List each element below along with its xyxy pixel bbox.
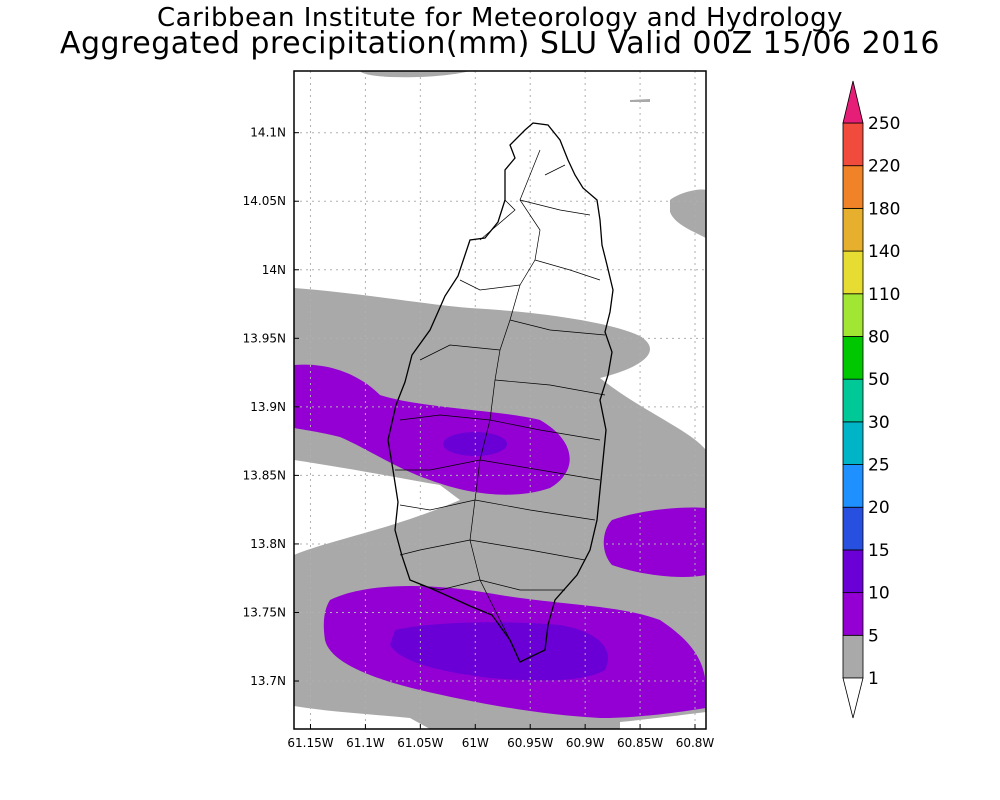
colorbar-level-label: 20 xyxy=(868,498,890,518)
lat-tick-label: 14.05N xyxy=(243,194,286,208)
colorbar-level-label: 1 xyxy=(868,669,879,689)
lat-tick-label: 13.7N xyxy=(250,674,286,688)
lon-tick-label: 61.1W xyxy=(346,736,385,750)
lon-tick-label: 60.85W xyxy=(617,736,663,750)
colorbar-level-label: 25 xyxy=(868,456,890,476)
map-frame xyxy=(293,70,707,730)
latitude-axis: 14.1N 14.05N 14N 13.95N 13.9N 13.85N 13.8N 13.7… xyxy=(243,126,299,688)
lat-tick-label: 13.95N xyxy=(243,331,286,345)
colorbar-level-label: 50 xyxy=(868,370,890,390)
colorbar-swatch xyxy=(842,506,864,551)
lat-tick-label: 13.85N xyxy=(243,468,286,482)
colorbar-swatch xyxy=(842,336,864,380)
colorbar-under-triangle xyxy=(842,677,864,719)
lat-tick-label: 13.75N xyxy=(243,605,286,619)
colorbar-level-label: 15 xyxy=(868,541,890,561)
lon-tick-label: 61.05W xyxy=(397,736,443,750)
white-gap-west xyxy=(294,462,397,552)
colorbar-swatch xyxy=(842,250,864,295)
white-gap-southeast xyxy=(620,712,706,729)
colorbar-level-label: 220 xyxy=(868,157,900,177)
colorbar-swatch xyxy=(842,122,864,167)
lon-tick-label: 61W xyxy=(462,736,489,750)
gray-speck xyxy=(630,99,650,102)
lat-tick-label: 13.8N xyxy=(250,537,286,551)
title-line-1: Caribbean Institute for Meteorology and … xyxy=(157,3,843,33)
colorbar-swatch xyxy=(842,293,864,337)
gray-patch-north xyxy=(360,71,470,78)
lat-tick-label: 14.1N xyxy=(250,126,286,140)
lon-tick-label: 60.95W xyxy=(507,736,553,750)
purple-patch-east xyxy=(603,507,706,577)
colorbar-level-label: 5 xyxy=(868,626,879,646)
longitude-axis: 61.15W 61.1W 61.05W 61W 60.95W 60.9W 60.85W 60.… xyxy=(287,724,714,750)
colorbar-level-label: 30 xyxy=(868,413,890,433)
lon-tick-label: 61.15W xyxy=(287,736,333,750)
colorbar-swatch xyxy=(842,592,864,636)
colorbar-swatch xyxy=(842,464,864,508)
lon-tick-label: 60.8W xyxy=(676,736,715,750)
colorbar-level-label: 110 xyxy=(868,285,900,305)
map-grid xyxy=(294,71,706,729)
colorbar-swatch xyxy=(842,378,864,423)
colorbar-level-label: 140 xyxy=(868,242,900,262)
colorbar-swatch xyxy=(842,207,864,252)
colorbar-level-label: 80 xyxy=(868,327,890,347)
watershed-boundaries xyxy=(395,149,606,651)
violet-core-south xyxy=(390,622,608,681)
colorbar-level-label: 250 xyxy=(868,114,900,134)
colorbar-level-label: 180 xyxy=(868,199,900,219)
colorbar-over-triangle xyxy=(842,80,864,124)
colorbar-level-label: 10 xyxy=(868,584,890,604)
map-plot-area xyxy=(294,71,706,729)
colorbar-swatch xyxy=(842,165,864,209)
title-line-2: Aggregated precipitation(mm) SLU Valid 0… xyxy=(59,26,941,61)
colorbar-swatch xyxy=(842,549,864,594)
colorbar-swatch xyxy=(842,421,864,465)
lon-tick-label: 60.9W xyxy=(566,736,605,750)
purple-band-central xyxy=(294,364,570,495)
lat-tick-label: 13.9N xyxy=(250,400,286,414)
precip-below-1mm xyxy=(294,462,706,729)
lat-tick-label: 14N xyxy=(262,263,286,277)
white-gap-southwest xyxy=(294,706,430,729)
colorbar-swatch xyxy=(842,634,864,679)
